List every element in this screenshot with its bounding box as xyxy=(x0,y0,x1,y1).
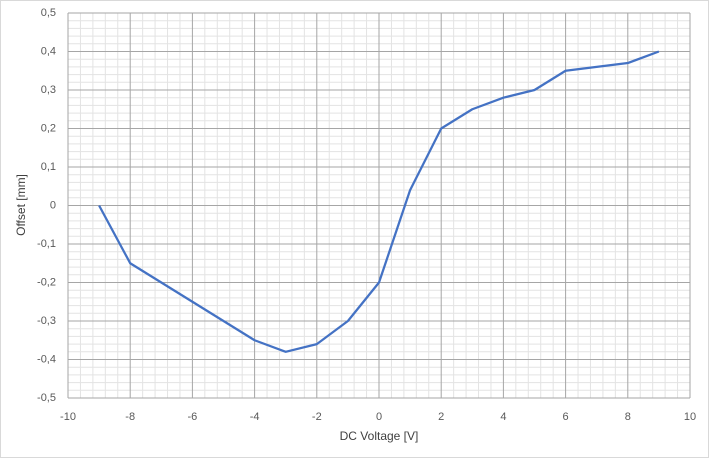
y-tick-label: -0,2 xyxy=(37,276,56,288)
x-tick-label: -2 xyxy=(312,411,322,423)
x-tick-label: -8 xyxy=(125,411,135,423)
x-axis-title: DC Voltage [V] xyxy=(340,429,419,443)
grid xyxy=(67,12,691,399)
y-tick-label: 0,2 xyxy=(41,122,56,134)
y-axis-title: Offset [mm] xyxy=(14,174,28,236)
x-tick-label: -4 xyxy=(250,411,260,423)
x-tick-label: 0 xyxy=(376,411,382,423)
x-tick-label: -10 xyxy=(60,411,76,423)
x-tick-label: 2 xyxy=(438,411,444,423)
y-tick-label: -0,1 xyxy=(37,238,56,250)
y-tick-label: 0 xyxy=(50,199,56,211)
data-line xyxy=(98,50,660,353)
y-tick-label: -0,4 xyxy=(37,353,56,365)
x-tick-label: -6 xyxy=(188,411,198,423)
y-tick-label: 0,1 xyxy=(41,161,56,173)
y-tick-label: 0,4 xyxy=(41,45,56,57)
x-tick-label: 8 xyxy=(625,411,631,423)
y-tick-label: 0,5 xyxy=(41,7,56,19)
x-tick-label: 10 xyxy=(684,411,696,423)
x-tick-label: 6 xyxy=(563,411,569,423)
y-tick-label: -0,5 xyxy=(37,392,56,404)
y-tick-label: 0,3 xyxy=(41,84,56,96)
x-tick-label: 4 xyxy=(500,411,506,423)
y-tick-label: -0,3 xyxy=(37,315,56,327)
